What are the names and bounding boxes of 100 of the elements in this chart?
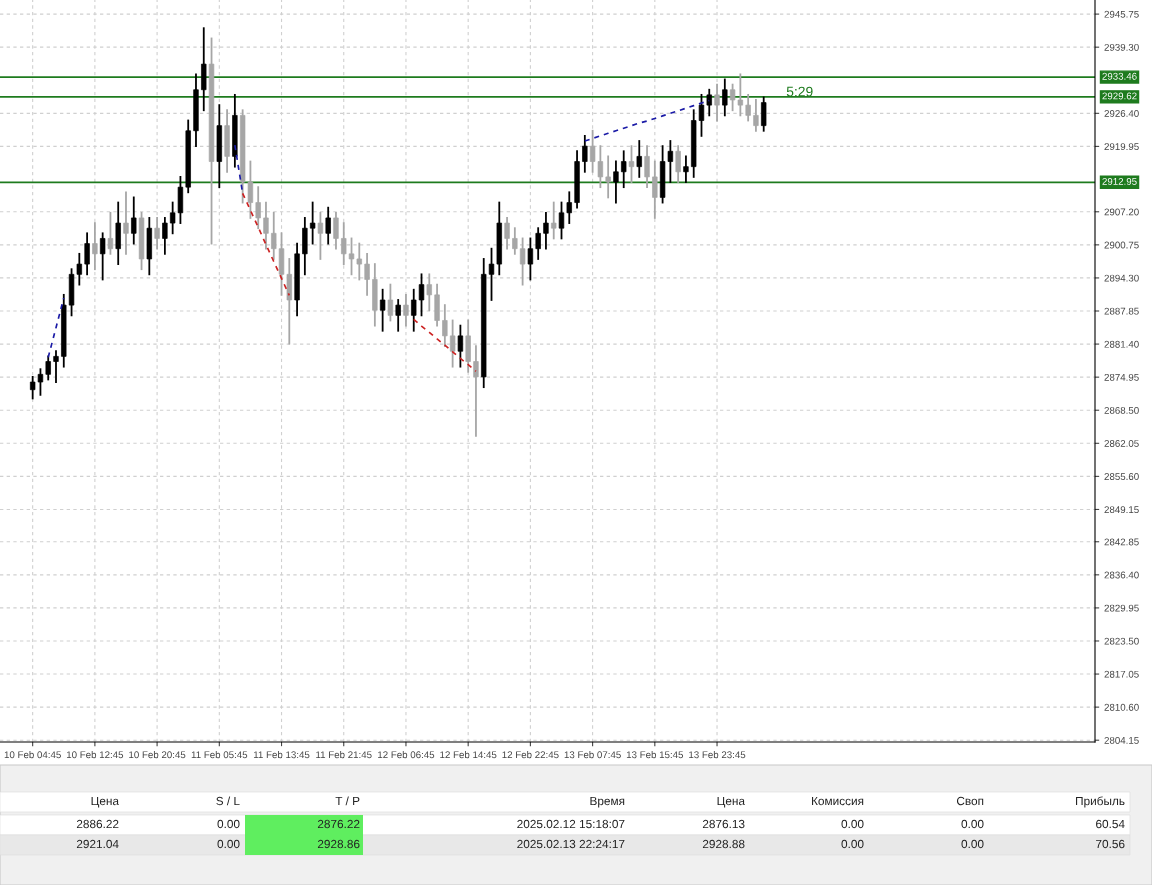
candlestick [449, 319, 456, 368]
text: 2876.13 [702, 819, 745, 829]
candlestick [53, 350, 59, 383]
candlestick [99, 232, 106, 281]
x-tick-label: 10 Feb 04:45 [4, 751, 61, 759]
text: 2928.88 [702, 839, 745, 849]
candlestick [255, 186, 261, 230]
y-tick-label: 2894.30 [1104, 274, 1139, 282]
candlestick [395, 299, 401, 332]
text: 2876.22 [317, 819, 360, 829]
candlestick [512, 227, 518, 255]
text: 2921.04 [76, 839, 119, 849]
candlestick [131, 196, 137, 245]
text: 0.00 [217, 819, 240, 829]
x-tick-label: 12 Feb 22:45 [502, 751, 559, 759]
candlestick [341, 222, 347, 265]
y-tick-label: 2842.85 [1104, 538, 1139, 546]
x-tick-label: 13 Feb 23:45 [689, 751, 746, 759]
x-tick-label: 11 Feb 05:45 [191, 751, 248, 759]
x-tick-label: 13 Feb 07:45 [564, 751, 621, 759]
candlestick [271, 211, 277, 260]
text: 2025.02.13 22:24:17 [517, 839, 625, 849]
text: Своп [956, 796, 984, 806]
candlestick [558, 201, 565, 240]
y-tick-label: 2849.15 [1104, 506, 1139, 514]
y-tick-label: 2919.95 [1104, 143, 1139, 151]
candlestick [535, 227, 541, 260]
text: T / P [335, 796, 360, 806]
candlestick [644, 145, 650, 189]
text: Время [590, 796, 625, 808]
candlestick [92, 222, 98, 271]
ref-line-label: 2929.62 [1102, 92, 1137, 100]
y-tick-label: 2836.40 [1104, 571, 1139, 579]
text: Прибыль [1076, 796, 1125, 808]
y-tick-label: 2945.75 [1104, 10, 1139, 18]
x-tick-label: 12 Feb 14:45 [440, 751, 497, 759]
text: 0.00 [841, 819, 864, 829]
ref-line-label: 2933.46 [1102, 72, 1137, 80]
y-tick-label: 2907.20 [1104, 208, 1139, 216]
candlestick [364, 252, 370, 296]
candlestick [123, 191, 129, 255]
candlestick [613, 160, 619, 204]
candlestick [426, 273, 432, 312]
candlestick [333, 211, 339, 250]
y-tick-label: 2804.15 [1104, 736, 1139, 744]
candlestick [387, 283, 394, 322]
candlestick [605, 155, 611, 199]
candlestick [628, 145, 635, 183]
y-tick-label: 2855.60 [1104, 473, 1139, 480]
candlestick [325, 206, 331, 245]
text: 60.54 [1096, 819, 1125, 829]
candlestick [566, 191, 572, 224]
y-tick-label: 2874.95 [1104, 373, 1139, 381]
candlestick [761, 96, 767, 132]
candlestick [84, 232, 90, 276]
y-tick-label: 2926.40 [1104, 110, 1139, 117]
y-tick-label: 2817.05 [1104, 670, 1139, 678]
x-tick-label: 11 Feb 21:45 [316, 751, 372, 759]
candlestick [473, 345, 479, 437]
candlestick [543, 211, 549, 250]
y-tick-label: 2823.50 [1104, 637, 1139, 645]
candlestick [504, 217, 510, 250]
candlestick [706, 88, 712, 117]
candlestick [753, 99, 759, 132]
x-tick-label: 10 Feb 12:45 [66, 751, 124, 759]
candlestick [714, 83, 720, 122]
candlestick [403, 293, 409, 327]
candlestick [162, 217, 168, 255]
x-tick-label: 10 Feb 20:45 [129, 751, 186, 759]
y-tick-label: 2887.85 [1104, 307, 1139, 315]
ref-line-label: 2912.95 [1102, 178, 1137, 185]
candlestick [411, 288, 417, 332]
annotation: 5:29 [786, 86, 813, 97]
text: S / L [216, 796, 240, 806]
y-tick-label: 2829.95 [1104, 604, 1139, 612]
text: 0.00 [961, 819, 984, 829]
candlestick [317, 211, 324, 260]
candlestick [154, 217, 160, 250]
y-tick-label: 2900.75 [1104, 241, 1139, 249]
candlestick [698, 93, 705, 137]
candlestick [527, 237, 534, 281]
x-tick-label: 11 Feb 13:45 [253, 751, 310, 759]
text: Комиссия [812, 796, 864, 806]
candlestick [683, 155, 689, 183]
candlestick [582, 134, 588, 173]
y-tick-label: 2881.40 [1104, 340, 1139, 348]
candlestick [722, 78, 728, 117]
candlestick [652, 160, 658, 219]
candlestick [551, 201, 557, 240]
text: 0.00 [217, 839, 240, 849]
y-tick-label: 2868.50 [1104, 406, 1139, 414]
candlestick [379, 288, 386, 332]
y-tick-label: 2862.05 [1104, 440, 1139, 447]
text: 2886.22 [76, 819, 119, 829]
candlestick [418, 273, 425, 317]
x-tick-label: 13 Feb 15:45 [626, 751, 684, 759]
text: 2025.02.12 15:18:07 [517, 819, 625, 829]
candlestick [636, 140, 642, 178]
candlestick [621, 150, 627, 189]
candlestick [309, 201, 316, 245]
